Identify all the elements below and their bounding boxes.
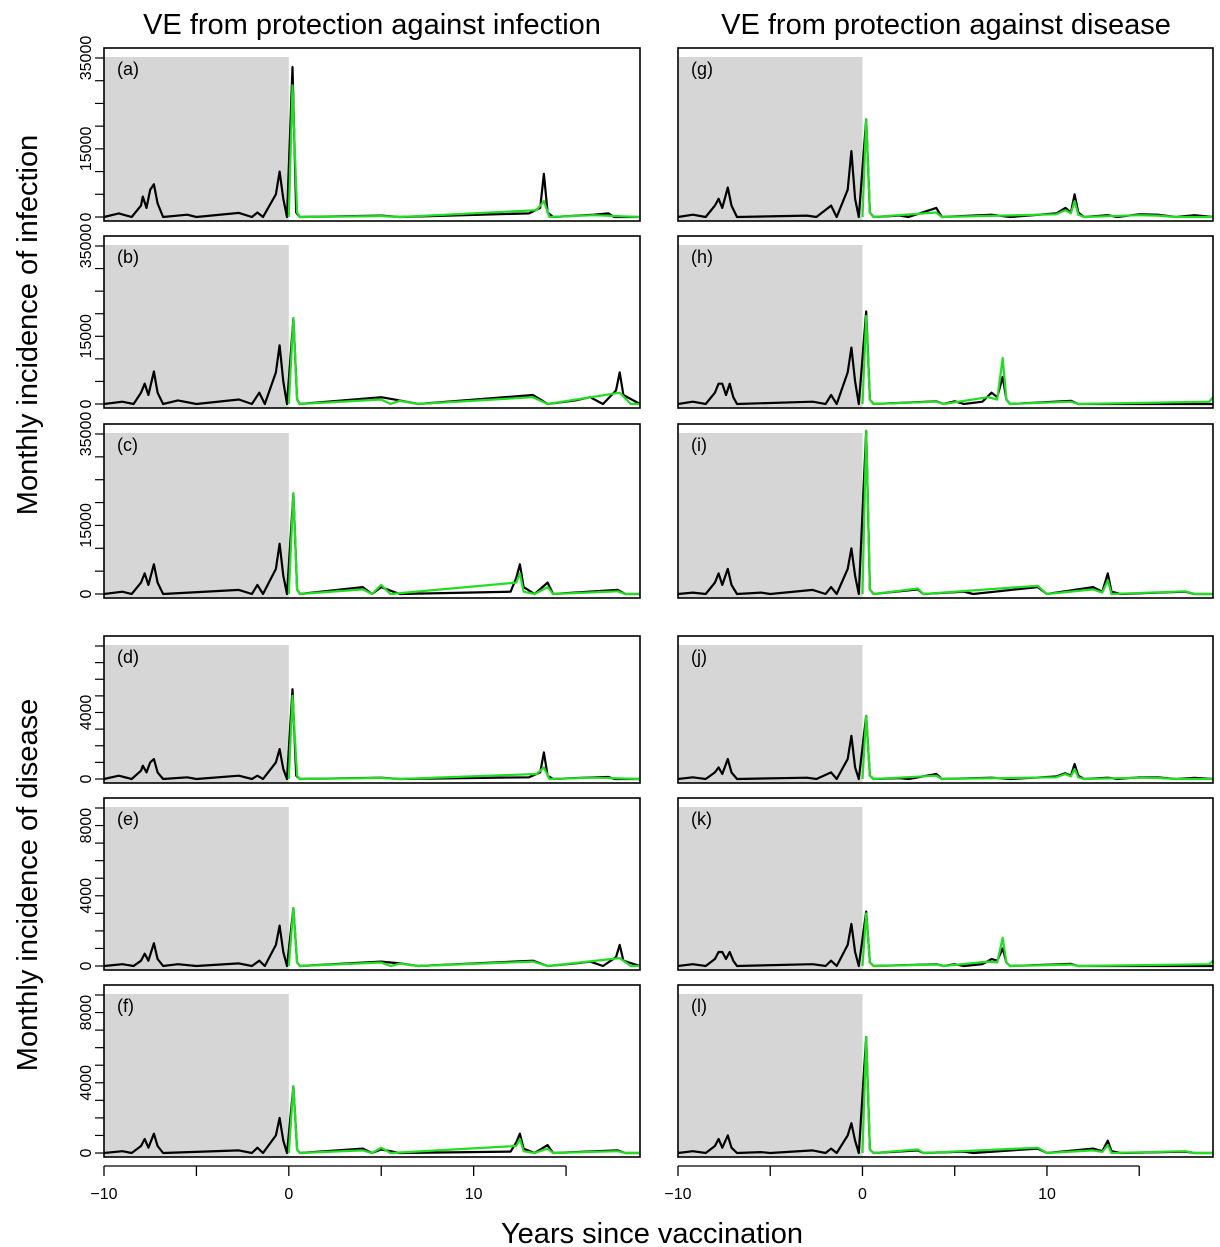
panel-label: (e) — [117, 809, 139, 829]
baseline-series-line — [103, 688, 640, 781]
x-tick-label: 10 — [1038, 1186, 1056, 1203]
panel-frame — [677, 797, 1214, 971]
pre-vaccination-shade — [104, 994, 289, 1157]
panel-label: (j) — [691, 647, 707, 667]
x-tick-label: 10 — [465, 1186, 483, 1203]
pre-vaccination-shade — [104, 433, 289, 598]
vaccine-series-line — [861, 1036, 1213, 1155]
pre-vaccination-shade — [678, 645, 863, 783]
panel-c: (c) 0 15000 35000 — [78, 412, 641, 599]
column-title-disease: VE from protection against disease — [721, 9, 1171, 41]
x-axis-right: −10 0 10 — [664, 1165, 1140, 1203]
panel-label: (a) — [117, 59, 139, 79]
panel-frame — [103, 984, 641, 1158]
panel-f: (f) 0 4000 8000 — [78, 984, 641, 1158]
x-tick-label: −10 — [664, 1186, 691, 1203]
y-tick-label: 0 — [78, 212, 95, 221]
panel-frame — [677, 984, 1214, 1158]
pre-vaccination-shade — [104, 645, 289, 783]
panel-j: (j) — [677, 635, 1214, 784]
x-axis-label: Years since vaccination — [501, 1218, 803, 1247]
x-tick-label: 0 — [284, 1186, 293, 1203]
panel-frame — [103, 235, 641, 409]
panel-label: (c) — [117, 435, 138, 455]
y-tick-label: 4000 — [78, 1065, 95, 1101]
panel-label: (d) — [117, 647, 139, 667]
y-tick-label: 35000 — [78, 224, 95, 269]
y-tick-label: 4000 — [78, 695, 95, 731]
panel-a: (a) 0 15000 35000 — [78, 36, 641, 222]
panel-frame — [677, 635, 1214, 784]
pre-vaccination-shade — [678, 57, 863, 221]
y-tick-label: 15000 — [78, 314, 95, 359]
pre-vaccination-shade — [104, 807, 289, 970]
vaccine-series-line — [287, 317, 640, 406]
panel-label: (b) — [117, 247, 139, 267]
y-axis-label-disease: Monthly incidence of disease — [12, 699, 44, 1071]
baseline-series-line — [103, 66, 640, 219]
y-tick-label: 8000 — [78, 808, 95, 844]
panel-b: (b) 0 15000 35000 — [78, 224, 641, 409]
vaccine-series-line — [861, 314, 1214, 406]
column-title-infection: VE from protection against infection — [143, 9, 601, 41]
panel-frame — [103, 47, 641, 222]
panel-k: (k) — [677, 797, 1214, 971]
panel-label: (g) — [691, 59, 713, 79]
panel-label: (i) — [691, 435, 707, 455]
pre-vaccination-shade — [678, 994, 863, 1157]
y-tick-label: 15000 — [78, 503, 95, 548]
y-tick-label: 0 — [78, 774, 95, 783]
y-tick-label: 0 — [78, 399, 95, 408]
vaccine-series-line — [287, 492, 640, 596]
vaccine-series-line — [287, 907, 640, 968]
y-tick-label: 0 — [78, 589, 95, 598]
panel-frame — [103, 423, 641, 599]
y-tick-label: 8000 — [78, 995, 95, 1031]
panel-l: (l) — [677, 984, 1214, 1158]
panel-label: (h) — [691, 247, 713, 267]
panels: (a) 0 15000 35000 (b) 0 15000 35000 (c) 0 15000 350… — [78, 36, 1214, 1203]
y-tick-label: 0 — [78, 961, 95, 970]
y-tick-label: 35000 — [78, 412, 95, 457]
panel-i: (i) — [677, 423, 1214, 599]
panel-frame — [677, 423, 1214, 599]
x-tick-label: 0 — [858, 1186, 867, 1203]
panel-d: (d) 0 4000 — [78, 635, 641, 784]
vaccine-series-line — [861, 118, 1213, 219]
panel-frame — [677, 235, 1214, 409]
panel-h: (h) — [677, 235, 1214, 409]
panel-frame — [677, 47, 1214, 222]
x-axis-left: −10 0 10 — [90, 1165, 567, 1203]
y-tick-label: 35000 — [78, 36, 95, 81]
vaccine-series-line — [287, 84, 641, 219]
vaccine-series-line — [287, 1085, 640, 1155]
x-tick-label: −10 — [90, 1186, 117, 1203]
pre-vaccination-shade — [678, 245, 863, 408]
vaccine-series-line — [861, 714, 1213, 781]
pre-vaccination-shade — [104, 245, 289, 408]
vaccine-series-line — [287, 694, 641, 781]
vaccine-series-line — [861, 429, 1213, 596]
y-tick-label: 4000 — [78, 878, 95, 914]
panel-frame — [103, 797, 641, 971]
pre-vaccination-shade — [678, 433, 863, 598]
y-tick-label: 15000 — [78, 127, 95, 172]
panel-g: (g) — [677, 47, 1214, 222]
panel-label: (f) — [117, 996, 134, 1016]
panel-frame — [103, 635, 641, 784]
y-tick-label: 0 — [78, 1148, 95, 1157]
panel-e: (e) 0 4000 8000 — [78, 797, 641, 971]
pre-vaccination-shade — [104, 57, 289, 221]
panel-label: (k) — [691, 809, 712, 829]
panel-label: (l) — [691, 996, 707, 1016]
pre-vaccination-shade — [678, 807, 863, 970]
y-axis-label-infection: Monthly incidence of infection — [12, 135, 44, 515]
vaccine-series-line — [861, 912, 1214, 968]
